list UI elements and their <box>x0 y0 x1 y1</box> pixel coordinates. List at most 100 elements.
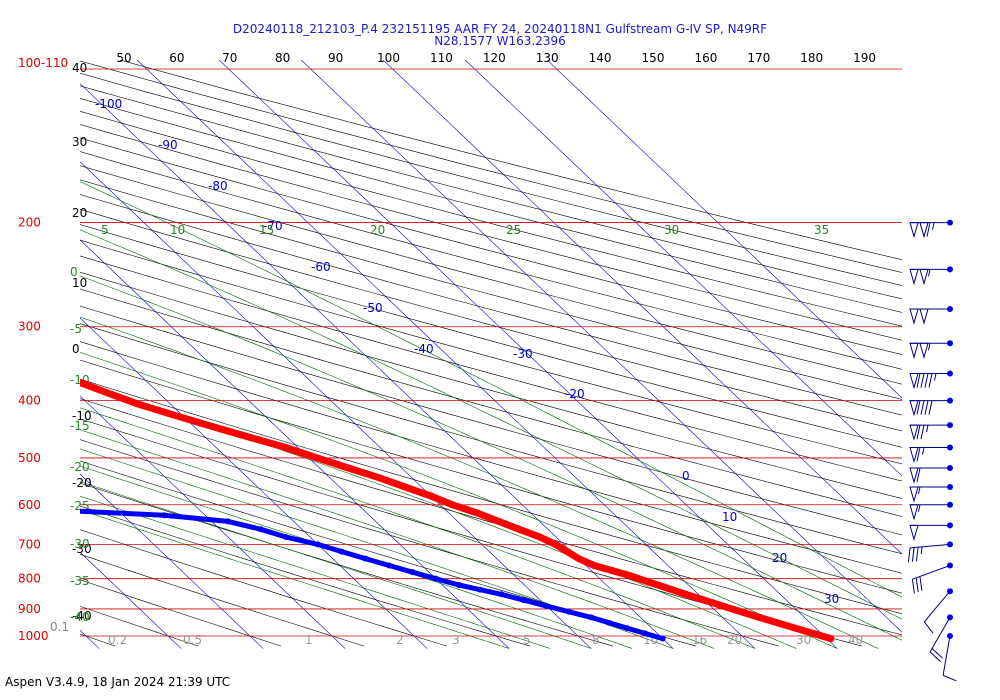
mixing-ratio-left-label: -30 <box>70 537 90 551</box>
temperature-point <box>700 596 708 604</box>
mixing-ratio-bottom-label: 0.2 <box>108 633 127 647</box>
top-scale-label: 170 <box>747 51 770 65</box>
wind-barb-full <box>907 547 911 563</box>
wind-barb <box>929 614 953 662</box>
dry-adiabat-line <box>80 224 902 448</box>
dewpoint-point <box>624 625 631 632</box>
isotherm-label: -50 <box>363 301 383 315</box>
wind-barb-full <box>915 577 919 593</box>
dry-adiabat-line <box>80 529 448 647</box>
mixing-ratio-bottom-label: 20 <box>727 633 742 647</box>
temperature-point <box>590 562 598 570</box>
dewpoint-line <box>80 508 666 642</box>
mixing-ratio-left-label: -35 <box>70 574 90 588</box>
wind-barb-flag <box>909 467 919 484</box>
wind-barb-full <box>916 467 921 483</box>
dewpoint-point <box>257 526 264 533</box>
wind-barb-flag <box>909 524 919 542</box>
top-scale-label: 50 <box>116 51 131 65</box>
wind-barb-half <box>928 269 931 277</box>
wind-barb-flag <box>909 486 919 503</box>
wind-barb <box>909 397 953 417</box>
dewpoint-point <box>659 635 666 642</box>
dry-adiabat-line <box>80 305 902 536</box>
wind-barb-flag <box>909 504 919 521</box>
isotherm-label: -30 <box>513 347 533 361</box>
isotherm-line <box>464 60 902 477</box>
dry-adiabat-line <box>80 137 902 355</box>
wind-barb-flag <box>919 308 929 325</box>
wind-barb-shaft <box>923 590 951 623</box>
isotherm-label: -70 <box>263 219 283 233</box>
mixing-ratio-bottom-label: 5 <box>523 633 531 647</box>
left-scale-label: 0 <box>72 342 80 356</box>
mixing-ratio-label: 35 <box>814 223 829 237</box>
temperature-point <box>401 483 409 491</box>
wind-barb-full <box>919 576 923 591</box>
dewpoint-point <box>432 575 439 582</box>
temperature-point <box>495 517 503 525</box>
wind-barb-full <box>926 222 931 237</box>
dry-adiabat-line <box>80 378 902 615</box>
wind-barb-shaft <box>912 565 951 580</box>
pressure-tick-label: 600 <box>18 498 41 512</box>
temperature-point <box>449 501 457 509</box>
isotherm-label: 20 <box>772 551 787 565</box>
mixing-ratio-bottom-label: 1 <box>305 633 313 647</box>
dry-adiabat-line <box>80 85 902 300</box>
moist-adiabat-line <box>80 465 633 649</box>
dewpoint-point <box>498 591 505 598</box>
wind-barb-shaft <box>942 635 951 676</box>
wind-barb-full <box>916 447 921 462</box>
isotherm-line <box>80 473 264 649</box>
temperature-point <box>223 427 231 435</box>
wind-barb-flag <box>909 308 919 325</box>
temperature-point <box>791 624 799 632</box>
mixing-ratio-label: 30 <box>664 223 679 237</box>
left-scale-label: -20 <box>72 476 92 490</box>
temperature-point <box>575 555 583 563</box>
dewpoint-point <box>161 512 168 519</box>
top-scale-label: 130 <box>536 51 559 65</box>
mixing-ratio-bottom-label: 2 <box>396 633 404 647</box>
pressure-tick-label: 500 <box>18 451 41 465</box>
temperature-point <box>80 380 88 388</box>
isotherm-line <box>136 60 756 649</box>
dewpoint-point <box>409 569 416 576</box>
wind-barb-shaft <box>929 617 951 653</box>
background-grid <box>0 0 902 649</box>
mixing-ratio-bottom-label: 0.5 <box>183 633 202 647</box>
wind-barb-half <box>928 343 931 351</box>
temperature-point <box>375 474 383 482</box>
dewpoint-point <box>386 562 393 569</box>
top-scale-label: 90 <box>328 51 343 65</box>
left-scale-label: 40 <box>72 61 87 75</box>
dewpoint-point <box>338 548 345 555</box>
dewpoint-point <box>641 630 648 637</box>
temperature-point <box>164 409 172 417</box>
dewpoint-point <box>362 555 369 562</box>
wind-barb <box>909 444 953 464</box>
temperature-point <box>194 418 202 426</box>
top-scale-label: 140 <box>589 51 612 65</box>
pressure-tick-label: 300 <box>18 320 41 334</box>
temperature-point <box>427 492 435 500</box>
mixing-ratio-left-label: -40 <box>70 610 90 624</box>
wind-barb <box>923 588 953 634</box>
isotherm-line <box>80 239 510 649</box>
temperature-point <box>737 608 745 616</box>
isotherm-label: 0 <box>682 469 690 483</box>
wind-barb-half <box>918 486 921 495</box>
dry-adiabat-line <box>80 60 902 273</box>
top-scale-label: 100 <box>377 51 400 65</box>
isotherm-label: -100 <box>95 97 122 111</box>
wind-barb-flag <box>909 342 919 360</box>
wind-barb-flag <box>919 268 929 286</box>
pressure-tick-label: 400 <box>18 394 41 408</box>
wind-barb <box>942 633 957 682</box>
isotherm-line <box>0 0 17 649</box>
isotherm-line <box>546 60 902 399</box>
top-scale-label: 160 <box>694 51 717 65</box>
wind-barb <box>909 501 953 521</box>
